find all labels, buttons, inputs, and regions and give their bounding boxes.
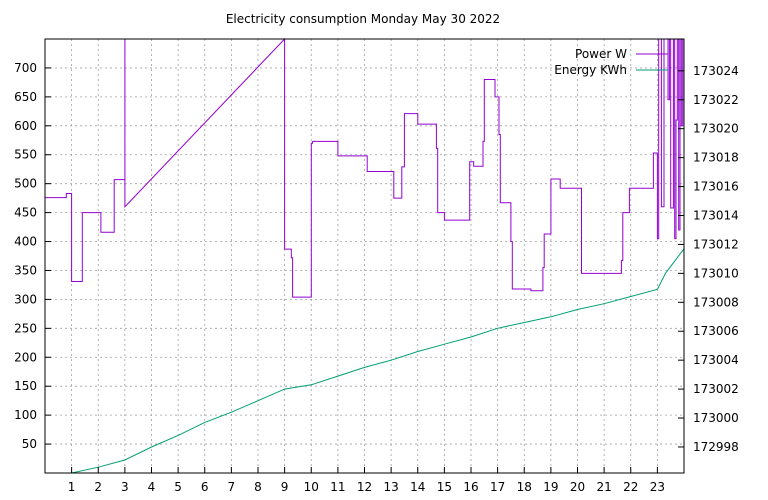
legend: Power W Energy KWh	[554, 47, 668, 77]
x-tick-label: 10	[304, 480, 319, 494]
x-tick-label: 11	[330, 480, 345, 494]
y2-tick-label: 173002	[693, 382, 739, 396]
axis-ticks: 1 2 3 4 5 6 7 8 9 10 11 12 13 14 15 16 17 18 19 20 21 22 23501…	[14, 61, 739, 494]
x-tick-label: 6	[201, 480, 209, 494]
grid-lines	[45, 39, 684, 473]
series-layer	[45, 37, 685, 474]
x-tick-label: 17	[490, 480, 505, 494]
y-tick-label: 400	[14, 235, 37, 249]
legend-label: Energy KWh	[554, 63, 627, 77]
series-line-energy-kwh	[71, 248, 685, 474]
x-tick-label: 14	[410, 480, 425, 494]
y-tick-label: 500	[14, 177, 37, 191]
y-tick-label: 650	[14, 90, 37, 104]
x-tick-label: 4	[148, 480, 156, 494]
x-tick-label: 20	[570, 480, 585, 494]
y2-tick-label: 173022	[693, 93, 739, 107]
x-tick-label: 9	[281, 480, 289, 494]
x-tick-label: 2	[94, 480, 102, 494]
y2-tick-label: 173016	[693, 180, 739, 194]
y2-tick-label: 173006	[693, 324, 739, 338]
x-tick-label: 12	[357, 480, 372, 494]
series-line-power-w	[45, 37, 685, 298]
y2-tick-label: 173024	[693, 64, 739, 78]
y2-tick-label: 173018	[693, 151, 739, 165]
y2-tick-label: 173000	[693, 411, 739, 425]
x-tick-label: 5	[174, 480, 182, 494]
x-tick-label: 21	[596, 480, 611, 494]
y-tick-label: 300	[14, 292, 37, 306]
y-tick-label: 450	[14, 206, 37, 220]
y-tick-label: 250	[14, 321, 37, 335]
legend-label: Power W	[575, 47, 627, 61]
y2-tick-label: 173014	[693, 208, 739, 222]
x-tick-label: 22	[623, 480, 638, 494]
x-tick-label: 15	[437, 480, 452, 494]
x-tick-label: 18	[517, 480, 532, 494]
x-tick-label: 13	[383, 480, 398, 494]
y-tick-label: 200	[14, 350, 37, 364]
x-tick-label: 19	[543, 480, 558, 494]
y-tick-label: 700	[14, 61, 37, 75]
x-tick-label: 3	[121, 480, 129, 494]
x-tick-label: 7	[228, 480, 236, 494]
y-tick-label: 550	[14, 148, 37, 162]
x-tick-label: 8	[254, 480, 262, 494]
y2-tick-label: 173020	[693, 122, 739, 136]
y2-tick-label: 173010	[693, 266, 739, 280]
y-tick-label: 350	[14, 263, 37, 277]
y2-tick-label: 172998	[693, 440, 739, 454]
y-tick-label: 150	[14, 379, 37, 393]
chart-title: Electricity consumption Monday May 30 20…	[226, 12, 500, 26]
y-tick-label: 600	[14, 119, 37, 133]
x-tick-label: 23	[650, 480, 665, 494]
y2-tick-label: 173012	[693, 237, 739, 251]
y2-tick-label: 173008	[693, 295, 739, 309]
y-tick-label: 50	[22, 437, 37, 451]
y2-tick-label: 173004	[693, 353, 739, 367]
x-tick-label: 1	[68, 480, 76, 494]
y-tick-label: 100	[14, 408, 37, 422]
x-tick-label: 16	[463, 480, 478, 494]
